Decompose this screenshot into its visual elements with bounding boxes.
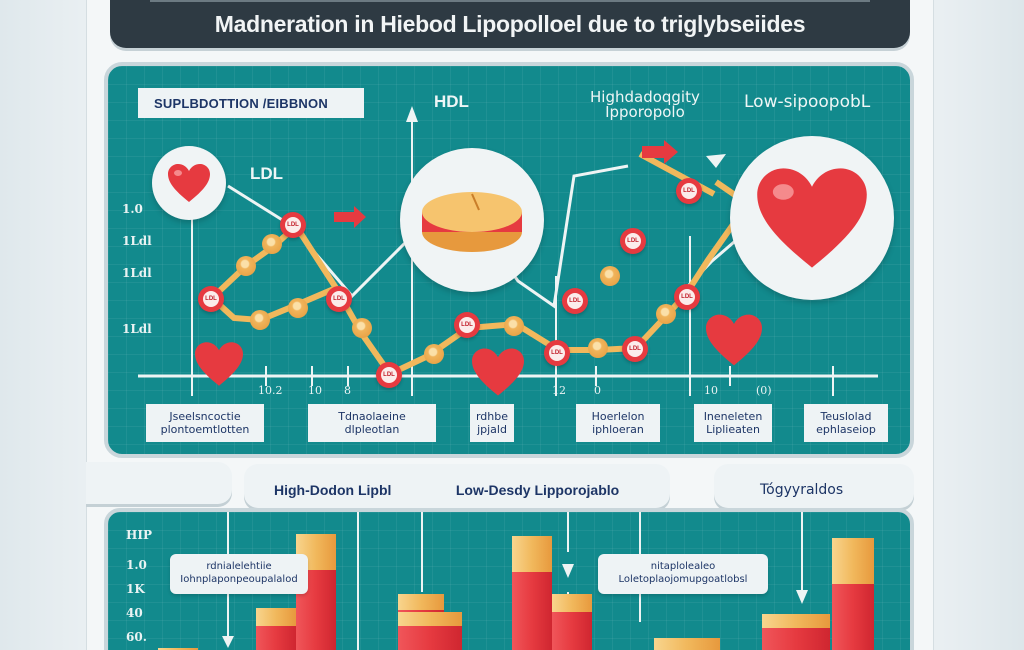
- bar[interactable]: [256, 608, 296, 650]
- y-tick: 1Ldl: [122, 266, 152, 280]
- arrow-down-icon: [222, 636, 234, 648]
- ldl-marker[interactable]: LDL: [376, 362, 402, 388]
- hdl-long-label: Highdadoqgity Ipporopolo: [590, 90, 700, 120]
- group-label-pill: High-Dodon Lipbl Low-Desdy Lipporojablo: [244, 464, 670, 508]
- x-category-label: Teuslolad ephlaseiop: [804, 404, 888, 442]
- y-tick: 1Ldl: [122, 234, 152, 248]
- x-category-label: rdhbe jpjald: [470, 404, 514, 442]
- pill-icon-badge: [400, 148, 544, 292]
- title-bar: Madneration in Hiebod Lipopolloel due to…: [110, 0, 910, 48]
- y-tick: 60.: [126, 630, 147, 644]
- data-point: [600, 266, 620, 286]
- x-tick: 10.2: [258, 384, 283, 397]
- data-point: [250, 310, 270, 330]
- ldl-label: LDL: [250, 164, 284, 183]
- chart-subtitle: SUPLBDOTTION /EIBBNON: [138, 88, 364, 118]
- bar-chart-panel: HIP 1.0 1K 40 60. rdnialelehtiie Iohnpla…: [104, 508, 914, 650]
- arrow-down-icon: [562, 564, 574, 578]
- ldl-marker[interactable]: LDL: [326, 286, 352, 312]
- heart-icon: [168, 164, 210, 202]
- y-tick: 1Ldl: [122, 322, 152, 336]
- y-tick: 1.0: [126, 558, 147, 572]
- data-point: [588, 338, 608, 358]
- x-tick: 8: [344, 384, 351, 397]
- group-label-pill: Tógyyraldos: [714, 464, 914, 508]
- heart-icon: [757, 168, 867, 268]
- ldl-marker[interactable]: LDL: [454, 312, 480, 338]
- ldl-marker[interactable]: LDL: [280, 212, 306, 238]
- y-tick: 40: [126, 606, 143, 620]
- x-tick: (0): [756, 384, 772, 397]
- x-tick: 12: [552, 384, 566, 397]
- y-tick: HIP: [126, 528, 152, 542]
- ldl-marker[interactable]: LDL: [620, 228, 646, 254]
- y-tick: 1.0: [122, 202, 143, 216]
- arrow-down-icon: [796, 590, 808, 604]
- hdl-label: HDL: [434, 92, 469, 111]
- ldl-marker[interactable]: LDL: [676, 178, 702, 204]
- heart-icon: [706, 314, 762, 366]
- connector-pill: [86, 462, 232, 504]
- y-tick: 1K: [126, 582, 145, 596]
- bar[interactable]: [552, 594, 592, 650]
- hdl-long-label-line2: Ipporopolo: [605, 103, 685, 121]
- x-category-label: Jseelsncoctie plontoemtlotten: [146, 404, 264, 442]
- group-label-triglycerides: Tógyyraldos: [760, 482, 844, 498]
- hdl-long-label-line1: Highdadoqgity: [590, 88, 700, 106]
- x-category-label: Ineneleten Liplieaten: [694, 404, 772, 442]
- arrow-up-icon: [406, 106, 418, 122]
- page-title: Madneration in Hiebod Lipopolloel due to…: [214, 10, 806, 37]
- ldl-marker[interactable]: LDL: [198, 286, 224, 312]
- bar[interactable]: [158, 648, 198, 650]
- data-point: [262, 234, 282, 254]
- bar[interactable]: [762, 614, 830, 650]
- heart-icon: [472, 348, 524, 396]
- group-label-hdl: High-Dodon Lipbl: [274, 482, 392, 498]
- arrow-right-icon: [642, 140, 678, 164]
- ldl-marker[interactable]: LDL: [674, 284, 700, 310]
- arrow-up-right-icon: [706, 154, 726, 168]
- x-category-label: Tdnaolaeine dlpleotlan: [308, 404, 436, 442]
- bar[interactable]: [832, 538, 874, 650]
- x-tick: 10: [704, 384, 718, 397]
- bar[interactable]: [654, 638, 720, 650]
- bar[interactable]: [512, 536, 552, 650]
- x-category-label: Hoerlelon iphloeran: [576, 404, 660, 442]
- pill-icon: [422, 192, 522, 252]
- data-point: [352, 318, 372, 338]
- bar-callout: nitaplolealeo Loletoplaojomupgoatlobsl: [598, 554, 768, 594]
- heart-icon-badge: [730, 136, 894, 300]
- x-tick: 10: [308, 384, 322, 397]
- line-chart-panel: SUPLBDOTTION /EIBBNON HDL Highdadoqgity …: [104, 62, 914, 458]
- heart-icon-badge: [152, 146, 226, 220]
- ldl-marker[interactable]: LDL: [622, 336, 648, 362]
- bar[interactable]: [296, 534, 336, 650]
- arrow-right-icon: [334, 206, 366, 228]
- data-point: [504, 316, 524, 336]
- x-tick: 0: [594, 384, 601, 397]
- data-point: [424, 344, 444, 364]
- chart-subtitle-text: SUPLBDOTTION /EIBBNON: [154, 95, 328, 111]
- bar[interactable]: [398, 612, 462, 650]
- group-label-ldl: Low-Desdy Lipporojablo: [455, 482, 620, 498]
- heart-icon: [195, 342, 243, 386]
- data-point: [288, 298, 308, 318]
- bar-callout: rdnialelehtiie Iohnplaponpeoupalalod: [170, 554, 308, 594]
- data-point: [236, 256, 256, 276]
- data-point: [656, 304, 676, 324]
- ldl-long-label: Low-sipoopobL: [744, 92, 871, 112]
- ldl-marker[interactable]: LDL: [544, 340, 570, 366]
- ldl-marker[interactable]: LDL: [562, 288, 588, 314]
